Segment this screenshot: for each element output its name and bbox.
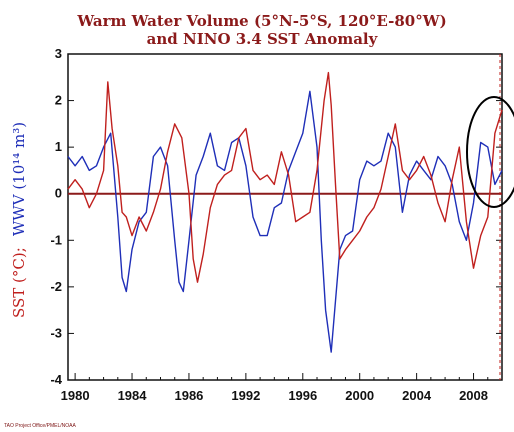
y-tick-label: -4 <box>50 372 62 387</box>
x-tick-label: 2008 <box>459 388 488 403</box>
x-tick-label: 1980 <box>61 388 90 403</box>
y-tick-label: -1 <box>50 232 62 247</box>
highlight-ellipse <box>466 96 514 208</box>
x-tick-label: 1992 <box>231 388 260 403</box>
y-tick-label: 3 <box>55 46 62 61</box>
y-axis-label: SST (°C); WWV (10¹⁴ m³) <box>9 122 28 318</box>
y-tick-label: 2 <box>55 93 62 108</box>
credit-text: TAO Project Office/PMEL/NOAA <box>4 423 76 429</box>
x-tick-label: 2000 <box>345 388 374 403</box>
chart-title-line-2: and NINO 3.4 SST Anomaly <box>147 30 379 48</box>
series-layer <box>67 71 503 353</box>
x-tick-label: 1996 <box>288 388 317 403</box>
series-line-red <box>67 71 503 283</box>
y-tick-label: -3 <box>50 325 62 340</box>
y-tick-label: 1 <box>55 139 62 154</box>
plot-frame <box>67 53 503 381</box>
chart-title-line-1: Warm Water Volume (5°N-5°S, 120°E-80°W) <box>76 12 446 30</box>
x-tick-label: 1986 <box>174 388 203 403</box>
y-tick-label: 0 <box>55 186 62 201</box>
series-line-blue <box>67 90 503 353</box>
y-axis-label-wwv: WWV (10¹⁴ m³) <box>10 122 28 236</box>
x-tick-label: 1984 <box>118 388 148 403</box>
x-axis: 1980 1984 1986 1992 1996 2000 2004 2008 <box>61 373 503 403</box>
y-tick-label: -2 <box>50 279 62 294</box>
x-tick-label: 2004 <box>402 388 432 403</box>
y-axis-label-sst: SST (°C); <box>10 247 28 318</box>
